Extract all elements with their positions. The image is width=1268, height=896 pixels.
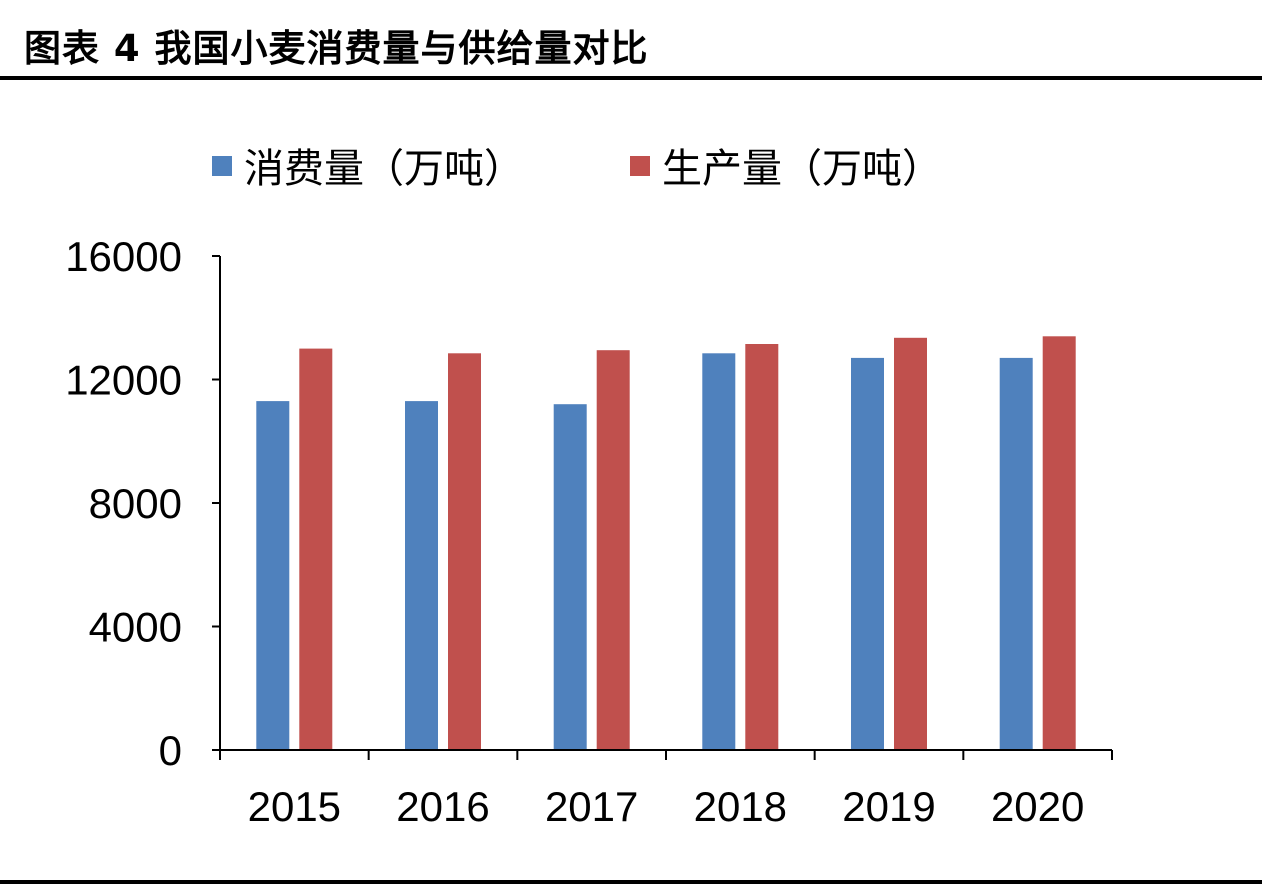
x-tick-label-2016: 2016 <box>396 783 489 830</box>
y-tick-label: 16000 <box>65 233 182 280</box>
y-axis-ticks: 0 4000 8000 12000 16000 <box>65 233 220 774</box>
x-tick-label-2018: 2018 <box>694 783 787 830</box>
legend: 消费量（万吨） 生产量（万吨） <box>212 146 942 192</box>
x-tick-label-2020: 2020 <box>991 783 1084 830</box>
y-tick-label: 0 <box>159 727 182 774</box>
bar-consumption-2018 <box>702 353 736 750</box>
bar-consumption-2017 <box>553 404 587 750</box>
axes <box>219 256 1112 751</box>
x-tick-label-2015: 2015 <box>248 783 341 830</box>
bar-production-2018 <box>745 344 779 750</box>
legend-swatch-consumption <box>212 156 232 176</box>
bar-consumption-2020 <box>999 357 1033 750</box>
bar-production-2020 <box>1042 336 1076 750</box>
title-divider <box>0 76 1262 80</box>
y-tick-label: 8000 <box>89 480 182 527</box>
y-tick-label: 4000 <box>89 604 182 651</box>
legend-swatch-production <box>630 156 650 176</box>
bar-consumption-2015 <box>256 401 290 750</box>
bars <box>256 336 1076 750</box>
figure-title: 图表 4 我国小麦消费量与供给量对比 <box>24 27 649 70</box>
bar-consumption-2019 <box>851 357 884 750</box>
bar-production-2017 <box>596 350 630 750</box>
bar-production-2016 <box>448 353 481 750</box>
y-tick-label: 12000 <box>65 357 182 404</box>
bar-production-2019 <box>894 337 927 750</box>
legend-label-production: 生产量（万吨） <box>662 146 942 192</box>
bottom-divider <box>0 880 1262 884</box>
legend-label-consumption: 消费量（万吨） <box>244 146 524 192</box>
x-tick-label-2019: 2019 <box>842 783 935 830</box>
x-tick-label-2017: 2017 <box>545 783 638 830</box>
bar-consumption-2016 <box>405 401 438 750</box>
bar-production-2015 <box>299 348 333 750</box>
x-axis-ticks: 2015 2016 2017 2018 2019 2020 <box>219 750 1113 830</box>
